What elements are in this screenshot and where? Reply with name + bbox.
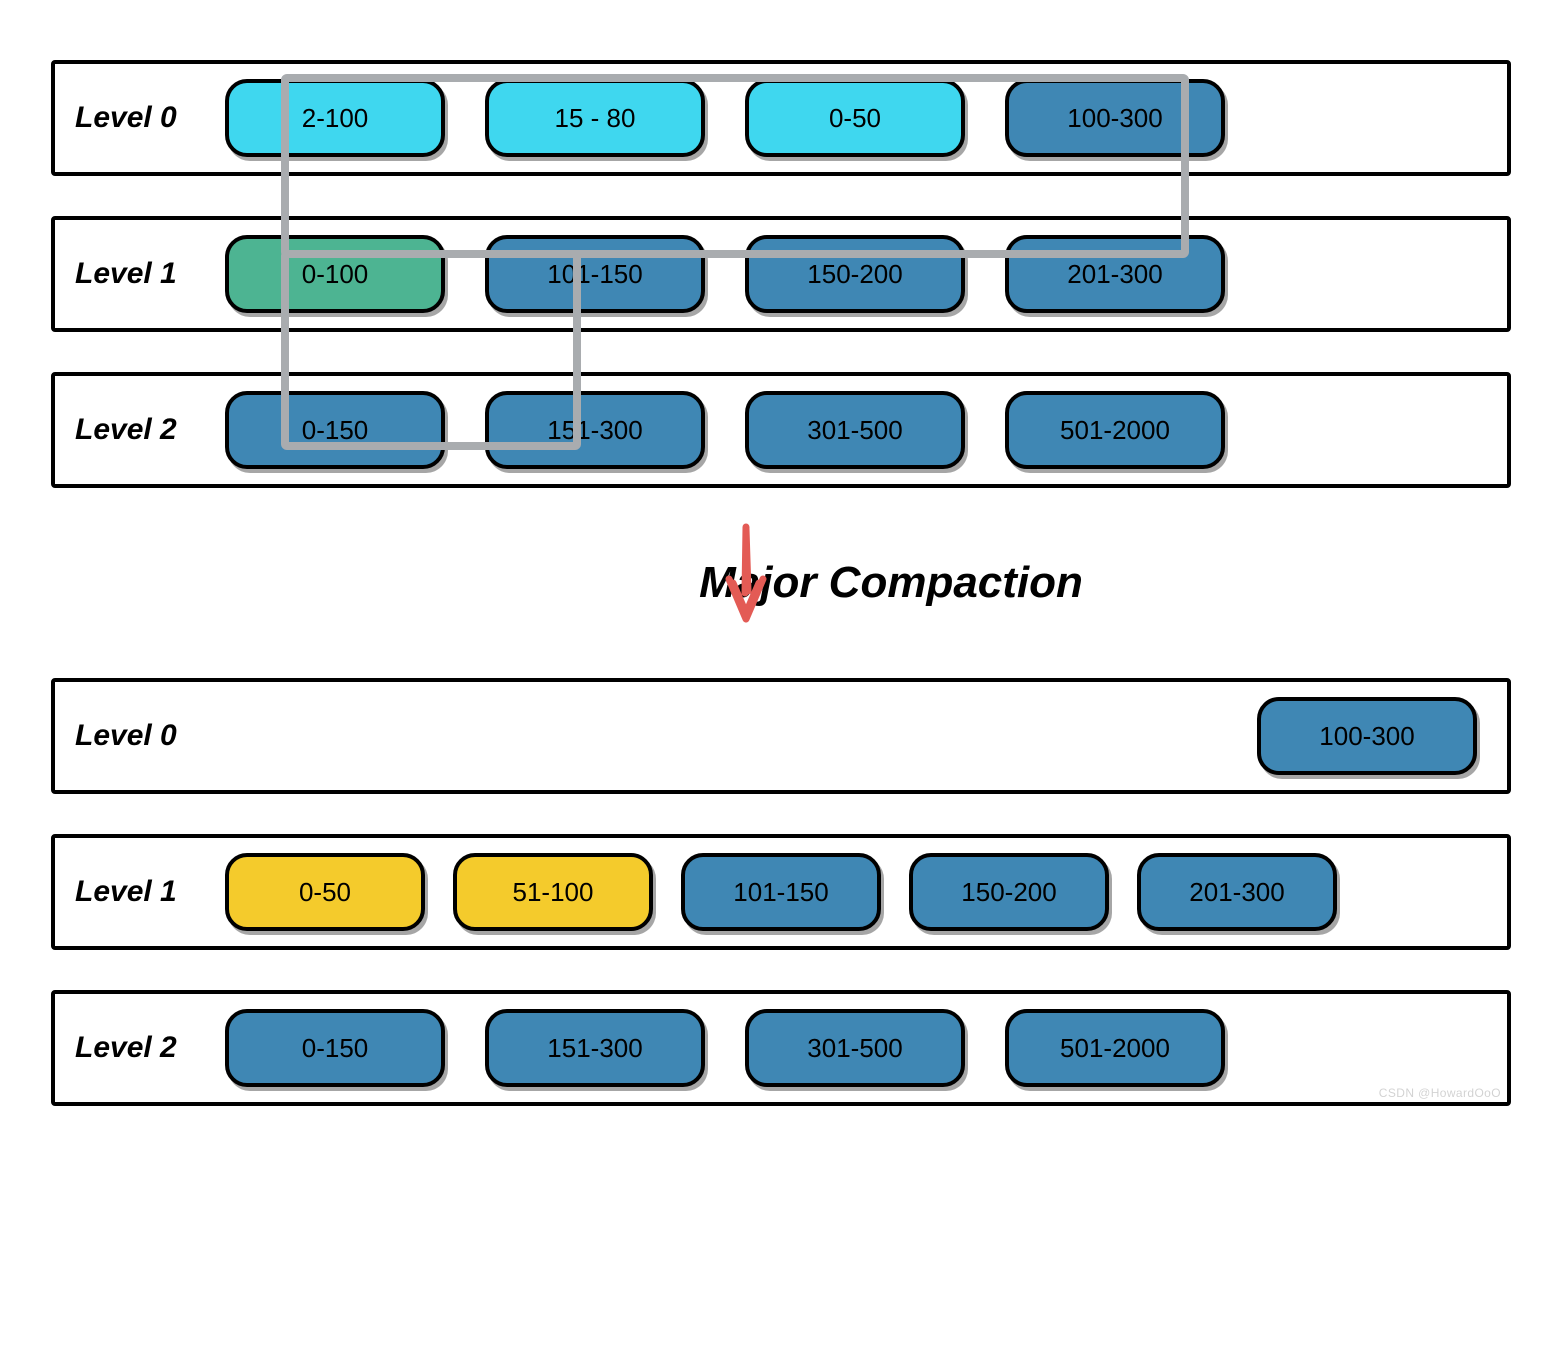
sstable-block: 0-50 [225, 853, 425, 931]
sstable-block: 151-300 [485, 391, 705, 469]
level-label: Level 1 [75, 875, 225, 909]
block-container: 0-100 101-150 150-200 201-300 [225, 235, 1507, 313]
level-label: Level 0 [75, 719, 225, 753]
level-label: Level 2 [75, 1031, 225, 1065]
sstable-block: 101-150 [681, 853, 881, 931]
before-section: Level 02-10015 - 800-50100-300Level 10-1… [51, 60, 1511, 488]
level-row: Level 02-100 15 - 80 0-50 100-300 [51, 60, 1511, 176]
level-row: Level 20-150 151-300 301-500 501-2000 [51, 990, 1511, 1106]
block-container: 100-300 [225, 697, 1507, 775]
sstable-block: 151-300 [485, 1009, 705, 1087]
level-row: Level 0 100-300 [51, 678, 1511, 794]
sstable-block: 101-150 [485, 235, 705, 313]
sstable-block: 15 - 80 [485, 79, 705, 157]
sstable-block: 150-200 [745, 235, 965, 313]
sstable-block: 301-500 [745, 391, 965, 469]
sstable-block: 0-150 [225, 391, 445, 469]
level-label: Level 1 [75, 257, 225, 291]
sstable-block: 51-100 [453, 853, 653, 931]
sstable-block: 0-50 [745, 79, 965, 157]
sstable-block: 501-2000 [1005, 391, 1225, 469]
sstable-block: 201-300 [1137, 853, 1337, 931]
sstable-block: 0-150 [225, 1009, 445, 1087]
sstable-block: 100-300 [1005, 79, 1225, 157]
arrow-down-icon [721, 523, 771, 633]
level-row: Level 10-50 51-100 101-150 150-200 201-300 [51, 834, 1511, 950]
block-container: 0-150 151-300 301-500 501-2000 [225, 391, 1507, 469]
watermark: CSDN @HowardOoO [1379, 1086, 1501, 1100]
sstable-block: 0-100 [225, 235, 445, 313]
sstable-block: 100-300 [1257, 697, 1477, 775]
sstable-block: 201-300 [1005, 235, 1225, 313]
block-container: 0-150 151-300 301-500 501-2000 [225, 1009, 1507, 1087]
block-container: 2-100 15 - 80 0-50 100-300 [225, 79, 1507, 157]
sstable-block: 2-100 [225, 79, 445, 157]
sstable-block: 150-200 [909, 853, 1109, 931]
after-section: Level 0 100-300 Level 10-50 51-100 101-150 15… [51, 678, 1511, 1106]
sstable-block: 501-2000 [1005, 1009, 1225, 1087]
transition: Major Compaction [51, 528, 1511, 638]
compaction-diagram: Level 02-10015 - 800-50100-300Level 10-1… [51, 60, 1511, 1106]
level-row: Level 10-100 101-150 150-200 201-300 [51, 216, 1511, 332]
block-container: 0-50 51-100 101-150 150-200 201-300 [225, 853, 1507, 931]
level-row: Level 20-150 151-300 301-500 501-2000 [51, 372, 1511, 488]
level-label: Level 2 [75, 413, 225, 447]
sstable-block: 301-500 [745, 1009, 965, 1087]
level-label: Level 0 [75, 101, 225, 135]
